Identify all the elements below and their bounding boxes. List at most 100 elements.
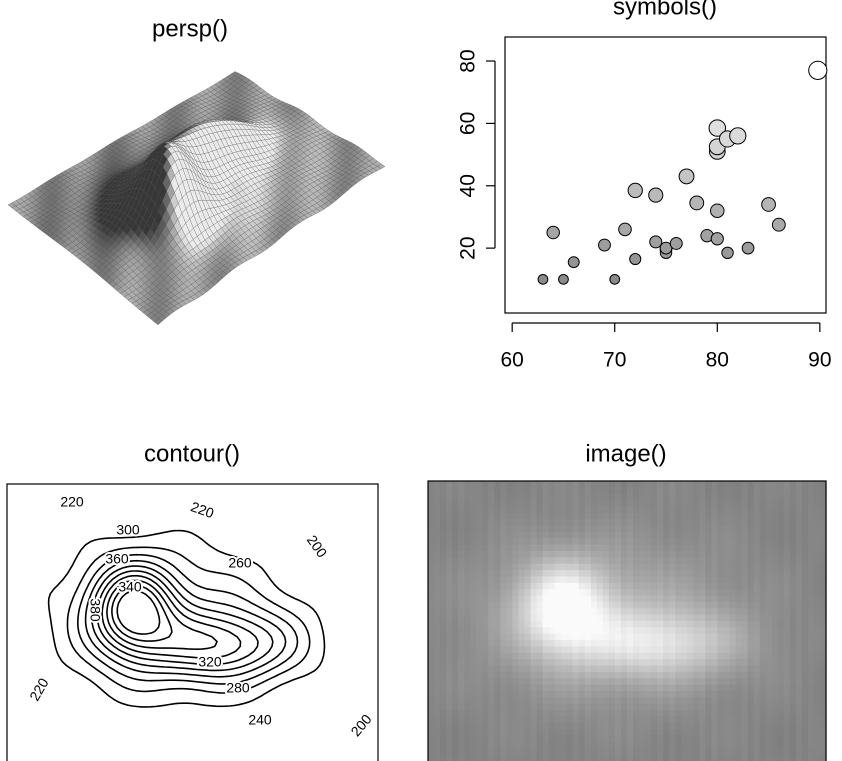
image-cell — [494, 684, 501, 692]
image-cell — [518, 551, 526, 558]
image-cell — [723, 576, 731, 584]
image-cell — [657, 703, 664, 711]
image-cell — [608, 570, 616, 578]
image-cell — [584, 570, 592, 578]
image-cell — [596, 722, 604, 730]
image-cell — [578, 512, 586, 520]
image-cell — [783, 563, 791, 571]
image-cell — [651, 722, 658, 730]
image-cell — [759, 621, 767, 628]
image-cell — [470, 646, 477, 654]
image-cell — [651, 595, 658, 603]
image-cell — [783, 519, 791, 527]
image-cell — [639, 576, 646, 584]
image-cell — [488, 576, 495, 584]
image-cell — [717, 595, 725, 603]
image-cell — [723, 557, 731, 565]
image-cell — [572, 710, 580, 718]
image-cell — [566, 512, 574, 520]
image-cell — [428, 691, 435, 698]
image-cell — [765, 684, 773, 692]
image-cell — [675, 665, 682, 673]
image-cell — [789, 646, 797, 654]
image-cell — [458, 525, 465, 533]
x-tick-label: 90 — [808, 349, 831, 372]
image-cell — [620, 703, 628, 711]
image-cell — [428, 716, 435, 724]
image-cell — [693, 551, 700, 558]
image-cell — [596, 519, 604, 527]
image-cell — [723, 697, 731, 705]
image-cell — [669, 716, 676, 724]
image-cell — [584, 627, 592, 635]
image-cell — [747, 710, 755, 718]
image-cell — [530, 570, 538, 578]
image-cell — [572, 576, 580, 584]
image-cell — [651, 703, 658, 711]
image-cell — [813, 671, 821, 679]
image-cell — [560, 710, 568, 718]
image-cell — [765, 697, 773, 705]
image-cell — [759, 659, 767, 667]
image-cell — [753, 697, 761, 705]
image-cell — [584, 531, 592, 539]
image-cell — [759, 487, 767, 495]
image-cell — [801, 493, 809, 501]
point — [729, 127, 747, 145]
image-cell — [602, 500, 610, 508]
image-cell — [470, 652, 477, 660]
image-cell — [753, 671, 761, 679]
image-cell — [476, 570, 483, 578]
image-cell — [651, 538, 658, 546]
image-cell — [578, 678, 586, 686]
image-cell — [596, 487, 604, 495]
image-cell — [536, 576, 544, 584]
image-cell — [590, 481, 598, 488]
image-cell — [536, 684, 544, 692]
image-cell — [747, 665, 755, 673]
image-cell — [482, 703, 489, 711]
image-cell — [759, 557, 767, 565]
image-cell — [524, 671, 532, 679]
image-cell — [506, 621, 514, 628]
image-cell — [596, 691, 604, 698]
image-cell — [687, 570, 694, 578]
image-cell — [705, 633, 713, 641]
image-cell — [705, 500, 713, 508]
image-cell — [566, 621, 574, 628]
image-cell — [566, 582, 574, 590]
image-cell — [681, 506, 688, 514]
image-cell — [693, 544, 700, 552]
image-cell — [482, 544, 489, 552]
image-cell — [524, 608, 532, 616]
image-cell — [735, 646, 743, 654]
image-cell — [446, 633, 453, 641]
image-cell — [657, 525, 664, 533]
image-cell — [530, 525, 538, 533]
image-cell — [693, 710, 700, 718]
image-cell — [771, 671, 779, 679]
image-cell — [669, 646, 676, 654]
image-cell — [759, 589, 767, 597]
image-cell — [584, 729, 592, 737]
image-cell — [602, 671, 610, 679]
image-cell — [747, 722, 755, 730]
image-cell — [729, 678, 737, 686]
image-cell — [494, 703, 501, 711]
image-cell — [735, 678, 743, 686]
image-cell — [506, 614, 514, 622]
image-cell — [596, 601, 604, 609]
image-cell — [747, 697, 755, 705]
image-cell — [627, 519, 634, 527]
image-cell — [759, 652, 767, 660]
chart-title: persp() — [152, 15, 228, 42]
image-cell — [536, 544, 544, 552]
image-cell — [675, 722, 682, 730]
image-cell — [482, 659, 489, 667]
image-cell — [735, 608, 743, 616]
image-cell — [452, 512, 459, 520]
image-cell — [807, 563, 815, 571]
image-cell — [729, 582, 737, 590]
image-cell — [723, 652, 731, 660]
image-cell — [687, 519, 694, 527]
